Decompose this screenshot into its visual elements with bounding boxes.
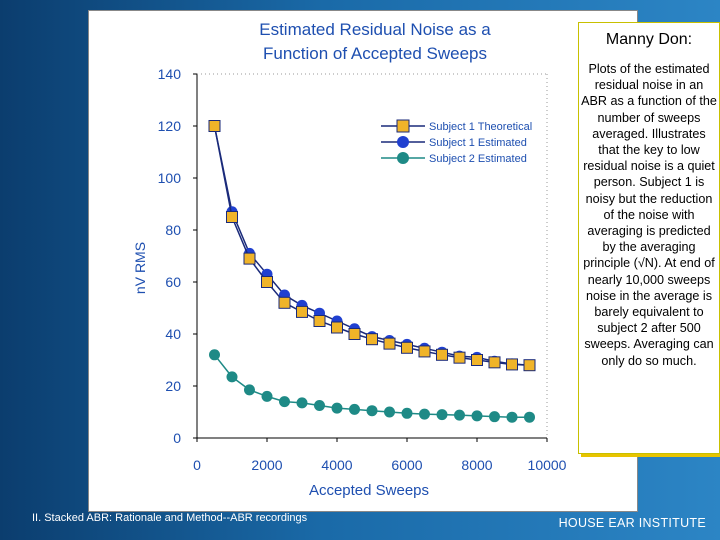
series-2-point-18 — [524, 411, 535, 423]
chart-title-line-0: Estimated Residual Noise as a — [259, 20, 491, 39]
residual-noise-chart: Estimated Residual Noise as a Function of… — [132, 20, 567, 499]
series-2-point-5 — [296, 397, 308, 409]
y-axis-label: nV RMS — [132, 242, 148, 294]
y-tick-label-4: 80 — [165, 222, 181, 238]
note-title: Manny Don: — [605, 31, 693, 48]
series-0-point-17 — [506, 358, 518, 371]
footer-section-label: II. Stacked ABR: Rationale and Method--A… — [32, 512, 308, 524]
note-text: Plots of the estimated residual noise in… — [581, 62, 717, 368]
x-axis-label: Accepted Sweeps — [309, 482, 429, 499]
series-2-point-14 — [454, 409, 465, 421]
chart-title-line-1: Function of Accepted Sweeps — [263, 44, 487, 63]
series-0-point-3 — [261, 276, 273, 288]
series-2-point-9 — [366, 405, 378, 417]
series-2-point-10 — [384, 406, 395, 418]
x-tick-label-3: 6000 — [391, 457, 422, 473]
footer-institute-label: HOUSE EAR INSTITUTE — [558, 516, 706, 530]
series-0-point-13 — [436, 348, 448, 361]
legend-label-2: Subject 2 Estimated — [429, 153, 527, 165]
series-0-point-10 — [383, 337, 396, 350]
y-tick-label-1: 20 — [165, 378, 181, 394]
legend-marker-0 — [396, 119, 410, 133]
y-tick-label-0: 0 — [173, 430, 181, 446]
legend-marker-2 — [397, 152, 409, 164]
series-0-point-6 — [313, 315, 326, 327]
series-0-point-5 — [296, 305, 308, 318]
series-0-point-2 — [243, 252, 256, 265]
x-tick-label-5: 10000 — [528, 457, 567, 473]
x-tick-label-2: 4000 — [321, 457, 352, 473]
series-2-point-2 — [244, 384, 255, 396]
series-2-point-4 — [279, 396, 290, 408]
series-2-point-7 — [331, 402, 343, 414]
series-0-point-1 — [226, 211, 238, 223]
series-2-point-11 — [401, 407, 413, 419]
speaker-note-box: Manny Don: Plots of the estimated residu… — [578, 22, 720, 454]
series-0-point-4 — [278, 296, 291, 309]
legend-marker-1 — [397, 136, 409, 148]
x-tick-label-0: 0 — [193, 457, 201, 473]
series-0-point-18 — [523, 359, 536, 372]
series-2-point-3 — [261, 390, 273, 402]
series-2-point-17 — [506, 411, 518, 423]
series-0-point-11 — [401, 341, 413, 354]
series-2-point-1 — [226, 371, 238, 383]
series-0-point-16 — [488, 356, 501, 369]
series-0-point-8 — [348, 328, 361, 340]
y-tick-label-3: 60 — [165, 274, 181, 290]
series-2-point-12 — [419, 408, 430, 420]
series-2-point-6 — [314, 400, 325, 411]
series-2-point-13 — [436, 409, 448, 421]
plot-panel: Estimated Residual Noise as a Function of… — [88, 10, 638, 512]
legend-label-1: Subject 1 Estimated — [429, 137, 527, 149]
series-2-point-15 — [471, 410, 483, 422]
series-2-point-16 — [489, 411, 500, 423]
series-0-point-14 — [453, 351, 466, 364]
series-0-point-9 — [366, 333, 378, 346]
x-tick-label-4: 8000 — [461, 457, 492, 473]
legend-label-0: Subject 1 Theoretical — [429, 121, 532, 133]
y-tick-label-5: 100 — [158, 170, 182, 186]
series-0-point-15 — [471, 354, 483, 366]
series-2-point-8 — [349, 403, 360, 415]
series-0-point-12 — [418, 345, 431, 358]
series-0-point-7 — [331, 321, 343, 334]
y-tick-label-2: 40 — [165, 326, 181, 342]
series-2-point-0 — [209, 349, 220, 361]
x-tick-label-1: 2000 — [251, 457, 282, 473]
y-tick-label-7: 140 — [158, 66, 182, 82]
y-tick-label-6: 120 — [158, 118, 182, 134]
series-0-point-0 — [208, 120, 221, 132]
